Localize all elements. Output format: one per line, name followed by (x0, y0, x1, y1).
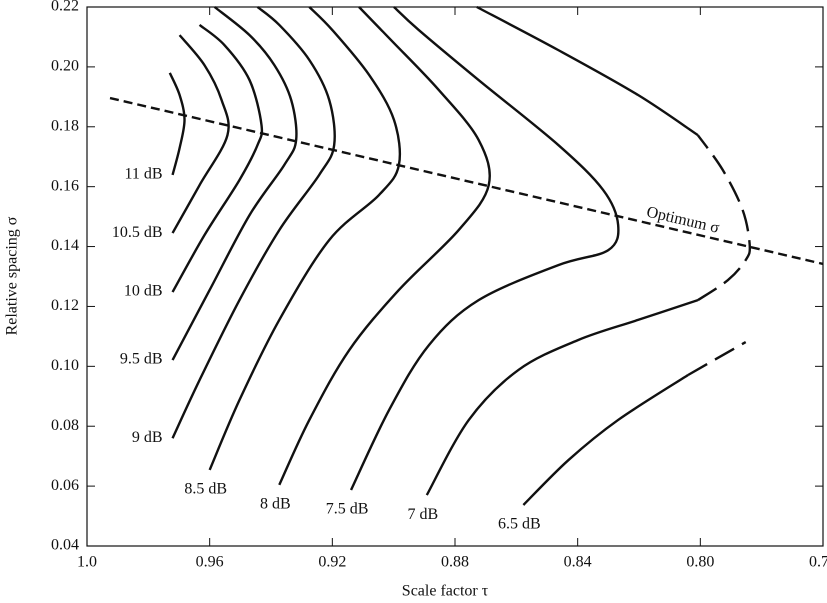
y-axis-label: Relative spacing σ (4, 216, 21, 335)
x-axis-label: Scale factor τ (402, 583, 489, 600)
y-tick-label: 0.20 (51, 58, 79, 75)
contour-label: 10.5 dB (112, 224, 163, 241)
y-tick-label: 0.22 (51, 0, 79, 15)
x-tick-label: 0.92 (318, 554, 346, 571)
contour-line (168, 72, 186, 176)
x-tick-label: 0.96 (196, 554, 224, 571)
contour-label: 8 dB (260, 496, 291, 513)
contour-line (171, 6, 336, 439)
x-tick-label: 0.88 (441, 554, 469, 571)
contour-label: 6.5 dB (498, 516, 541, 533)
plot-frame (86, 6, 824, 547)
contour-line (278, 6, 491, 486)
y-tick-label: 0.10 (51, 357, 79, 374)
contour-label: 10 dB (124, 283, 163, 300)
contour-line (349, 6, 620, 491)
contour-line (109, 96, 824, 266)
x-tick-label: 1.0 (77, 554, 97, 571)
y-tick-label: 0.16 (51, 177, 79, 194)
contour-line (696, 134, 752, 302)
contour-label: 9.5 dB (120, 351, 163, 368)
x-tick-label: 0.76 (809, 554, 827, 571)
y-tick-label: 0.08 (51, 417, 79, 434)
y-tick-label: 0.14 (51, 237, 79, 254)
contour-line (171, 24, 264, 293)
contour-line (171, 34, 230, 234)
y-tick-label: 0.06 (51, 477, 79, 494)
y-tick-label: 0.18 (51, 117, 79, 134)
x-tick-label: 0.80 (686, 554, 714, 571)
contour-line (208, 6, 402, 471)
contour-label: 7.5 dB (326, 501, 369, 518)
x-tick-label: 0.84 (564, 554, 592, 571)
contour-label: 11 dB (124, 166, 162, 183)
contour-line (522, 374, 689, 506)
contour-label: 7 dB (407, 506, 438, 523)
y-tick-label: 0.12 (51, 297, 79, 314)
contour-line (425, 5, 699, 496)
contour-line (687, 341, 747, 377)
y-tick-label: 0.04 (51, 537, 79, 554)
contour-label: 9 dB (132, 429, 163, 446)
contour-label: 8.5 dB (184, 481, 227, 498)
